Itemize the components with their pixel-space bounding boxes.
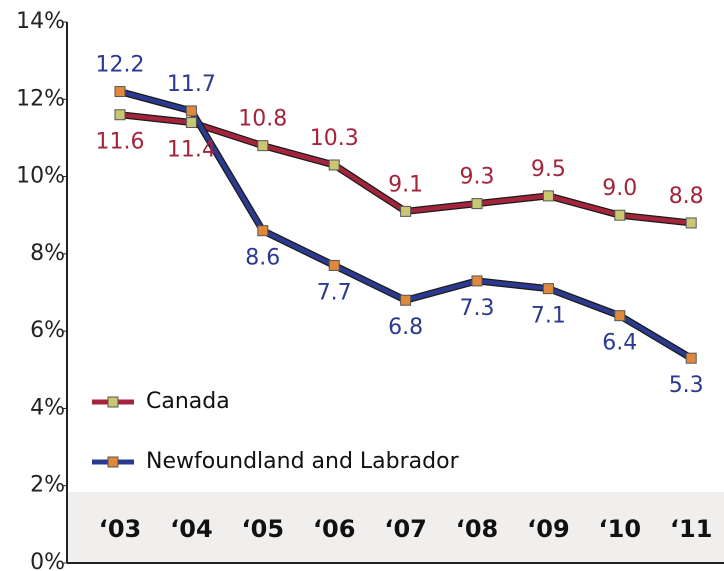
data-label: 10.3 <box>310 126 359 151</box>
x-tick-label: ‘06 <box>313 515 356 543</box>
y-tick-label: 12% <box>16 86 65 111</box>
marker <box>114 86 126 98</box>
marker <box>328 159 340 171</box>
legend-marker <box>107 456 119 468</box>
marker <box>614 209 626 221</box>
marker <box>257 225 269 237</box>
data-label: 10.8 <box>238 107 287 132</box>
legend-marker <box>107 396 119 408</box>
data-label: 11.6 <box>96 130 145 155</box>
marker <box>185 105 197 117</box>
legend-label: Newfoundland and Labrador <box>146 449 460 474</box>
x-tick-label: ‘05 <box>242 515 285 543</box>
marker <box>542 283 554 295</box>
category-band <box>67 492 724 563</box>
x-tick-label: ‘07 <box>384 515 427 543</box>
marker <box>614 310 626 322</box>
marker <box>328 259 340 271</box>
data-label: 7.7 <box>317 280 352 305</box>
marker <box>400 205 412 217</box>
data-label: 7.3 <box>460 296 495 321</box>
data-label: 11.7 <box>167 72 216 97</box>
x-tick-label: ‘08 <box>456 515 499 543</box>
marker <box>685 217 697 229</box>
y-tick-label: 2% <box>30 473 65 498</box>
data-label: 11.4 <box>167 137 216 162</box>
data-label: 5.3 <box>669 373 704 398</box>
data-label: 8.8 <box>669 184 704 209</box>
y-tick-label: 14% <box>16 9 65 34</box>
data-label: 9.1 <box>388 172 423 197</box>
data-label: 9.0 <box>602 176 637 201</box>
y-tick-label: 8% <box>30 241 65 266</box>
x-tick-label: ‘03 <box>99 515 142 543</box>
marker <box>685 352 697 364</box>
data-label: 9.3 <box>460 165 495 190</box>
x-tick-label: ‘09 <box>527 515 570 543</box>
marker <box>400 294 412 306</box>
marker <box>185 116 197 128</box>
x-tick-label: ‘11 <box>670 515 713 543</box>
data-label: 6.8 <box>388 315 423 340</box>
y-tick-label: 0% <box>30 550 65 571</box>
x-tick-label: ‘04 <box>170 515 213 543</box>
marker <box>471 198 483 210</box>
marker <box>257 140 269 152</box>
marker <box>542 190 554 202</box>
x-tick-label: ‘10 <box>599 515 642 543</box>
data-label: 6.4 <box>602 331 637 356</box>
y-tick-label: 4% <box>30 395 65 420</box>
legend-label: Canada <box>146 389 230 414</box>
y-tick-label: 6% <box>30 318 65 343</box>
data-label: 7.1 <box>531 304 566 329</box>
data-label: 8.6 <box>245 246 280 271</box>
data-label: 9.5 <box>531 157 566 182</box>
marker <box>471 275 483 287</box>
data-label: 12.2 <box>96 53 145 78</box>
y-tick-label: 10% <box>16 164 65 189</box>
marker <box>114 109 126 121</box>
